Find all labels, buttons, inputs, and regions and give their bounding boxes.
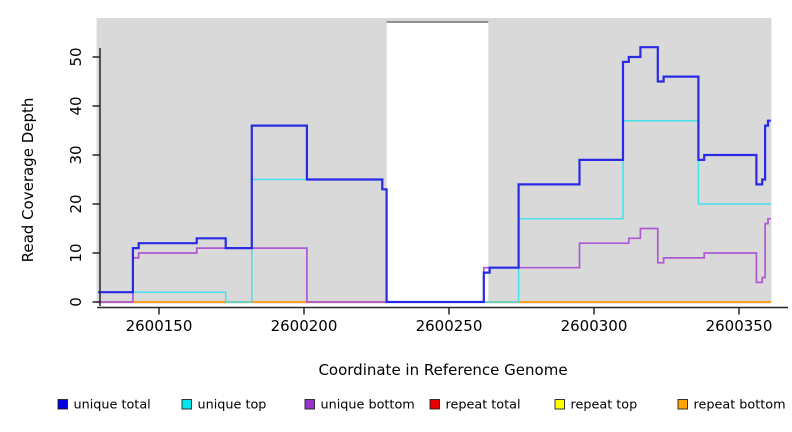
masked-region (386, 22, 489, 304)
legend-item-unique-total: unique total (57, 398, 151, 413)
x-tick-label: 2600350 (706, 317, 773, 335)
y-tick-label: 50 (67, 47, 85, 66)
legend: unique total unique top unique bottom repea… (57, 398, 786, 413)
legend-label: unique top (198, 398, 267, 413)
series-unique-total (98, 46, 771, 304)
legend-swatch (677, 399, 688, 410)
legend-swatch (429, 399, 440, 410)
legend-swatch (57, 399, 68, 410)
legend-label: repeat bottom (694, 398, 786, 413)
legend-swatch (181, 399, 192, 410)
legend-item-repeat-bottom: repeat bottom (677, 398, 786, 413)
y-tick-label: 20 (67, 194, 85, 213)
y-axis: 0 10 20 30 40 50 (67, 47, 101, 307)
y-tick-label: 0 (67, 297, 85, 307)
x-tick-label: 2600150 (126, 317, 193, 335)
legend-label: unique bottom (321, 398, 415, 413)
series-unique-bottom (98, 217, 771, 303)
legend-label: repeat total (446, 398, 521, 413)
legend-item-unique-top: unique top (181, 398, 267, 413)
legend-swatch (554, 399, 565, 410)
legend-label: unique total (74, 398, 151, 413)
legend-item-repeat-top: repeat top (554, 398, 638, 413)
y-axis-title: Read Coverage Depth (19, 98, 37, 263)
legend-item-unique-bottom: unique bottom (304, 398, 415, 413)
x-tick-label: 2600250 (416, 317, 483, 335)
x-axis: 2600150 2600200 2600250 2600300 2600350 (97, 306, 788, 335)
legend-swatch (304, 399, 315, 410)
series-layer (98, 46, 771, 304)
legend-label: repeat top (571, 398, 638, 413)
y-tick-label: 10 (67, 243, 85, 262)
x-tick-label: 2600200 (271, 317, 338, 335)
legend-item-repeat-total: repeat total (429, 398, 521, 413)
plot-background-layer (96, 18, 772, 304)
x-tick-label: 2600300 (561, 317, 628, 335)
y-tick-label: 40 (67, 96, 85, 115)
y-tick-label: 30 (67, 145, 85, 164)
x-axis-title: Coordinate in Reference Genome (318, 361, 567, 379)
